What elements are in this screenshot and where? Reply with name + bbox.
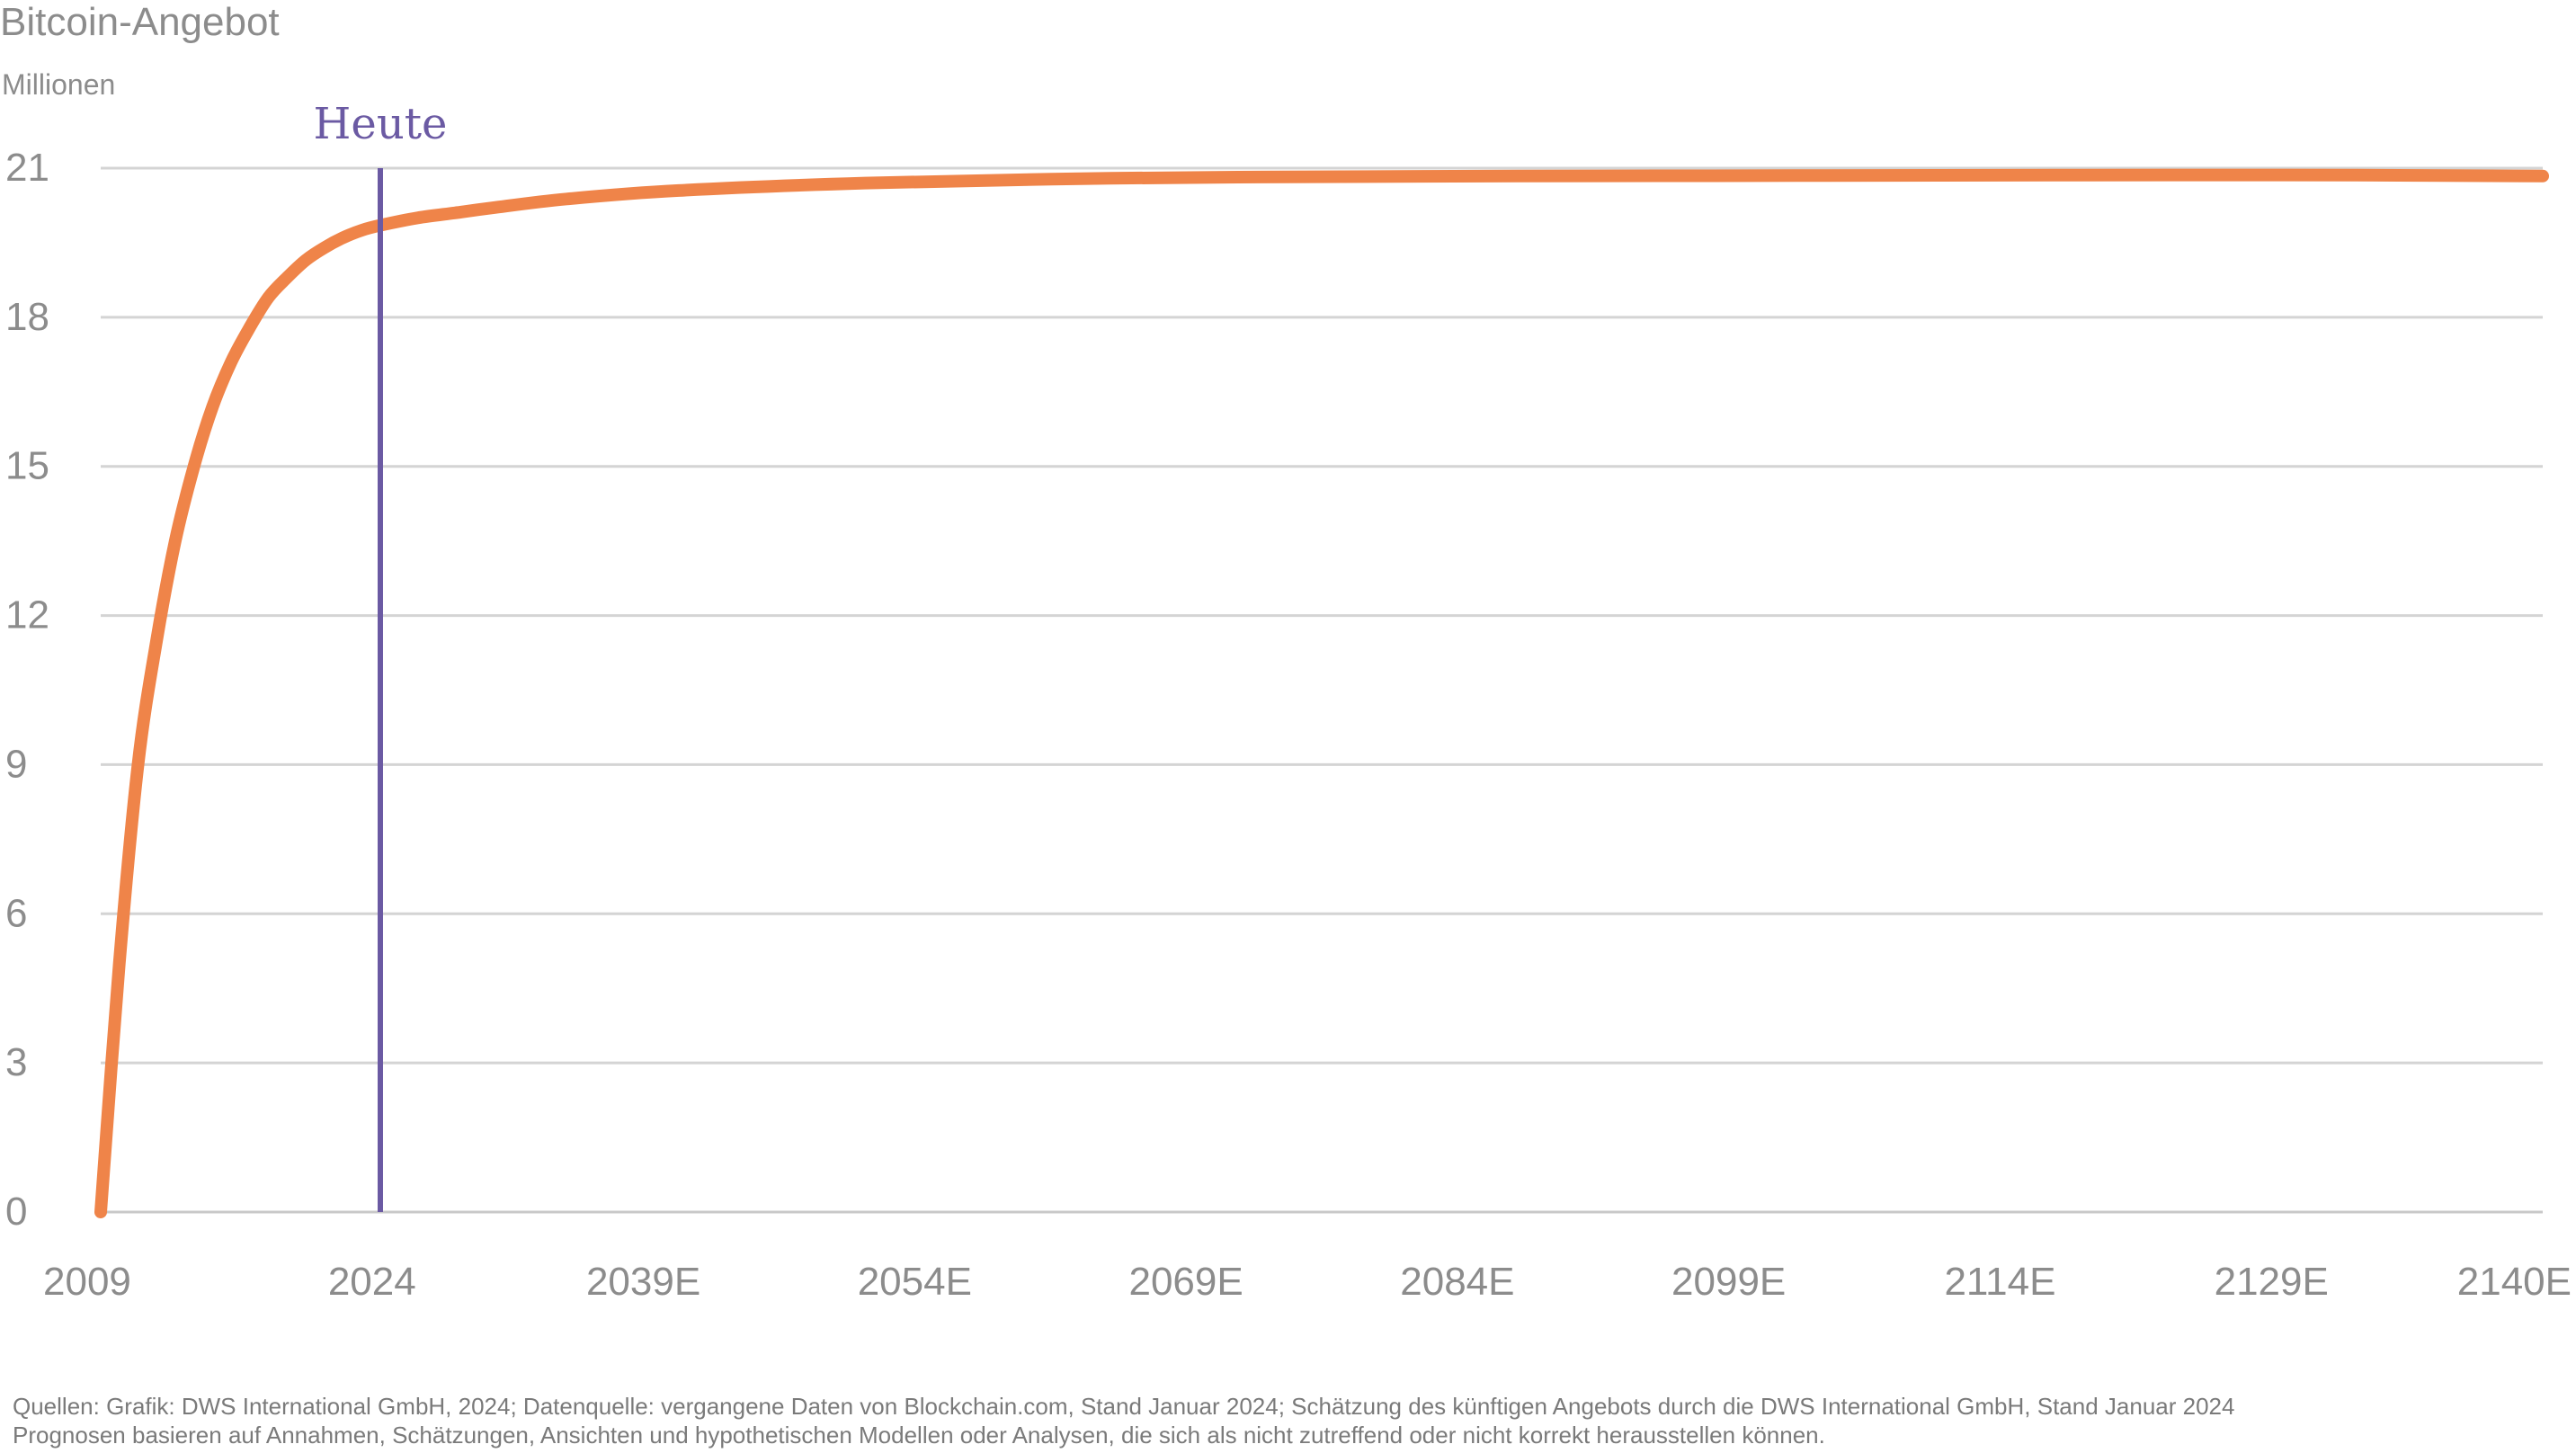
y-tick-label: 3 [5, 1040, 27, 1084]
y-tick-label: 12 [5, 593, 49, 637]
source-footnote-line-1: Quellen: Grafik: DWS International GmbH,… [13, 1393, 2235, 1420]
y-tick-label: 15 [5, 444, 49, 488]
x-tick-label: 2114E [1944, 1260, 2055, 1304]
x-tick-label: 2054E [858, 1260, 972, 1304]
y-tick-label: 0 [5, 1190, 27, 1234]
chart-plot-area: 0 3 6 9 12 15 18 21 2009 2024 2039E 2054E 2069E 2084E… [5, 99, 2572, 1304]
series-line-0 [94, 168, 2549, 1218]
chart-title: Bitcoin-Angebot [0, 0, 280, 44]
x-tick-label: 2084E [1400, 1260, 1514, 1304]
x-tick-label: 2024 [328, 1260, 416, 1304]
today-marker-label: Heute [314, 99, 448, 149]
x-tick-label: 2009 [43, 1260, 131, 1304]
y-tick-label: 21 [5, 146, 49, 190]
y-tick-label: 6 [5, 891, 27, 935]
source-footnote-line-2: Prognosen basieren auf Annahmen, Schätzu… [13, 1422, 1825, 1449]
x-tick-label: 2099E [1671, 1260, 1786, 1304]
y-axis-unit-label: Millionen [2, 68, 116, 101]
y-tick-label: 18 [5, 295, 49, 339]
x-tick-label: 2140E [2457, 1260, 2572, 1304]
x-tick-label: 2039E [586, 1260, 700, 1304]
source-footnote: Quellen: Grafik: DWS International GmbH,… [13, 1392, 2234, 1449]
x-tick-label: 2129E [2215, 1260, 2329, 1304]
y-tick-label: 9 [5, 742, 27, 786]
x-tick-label: 2069E [1128, 1260, 1243, 1304]
